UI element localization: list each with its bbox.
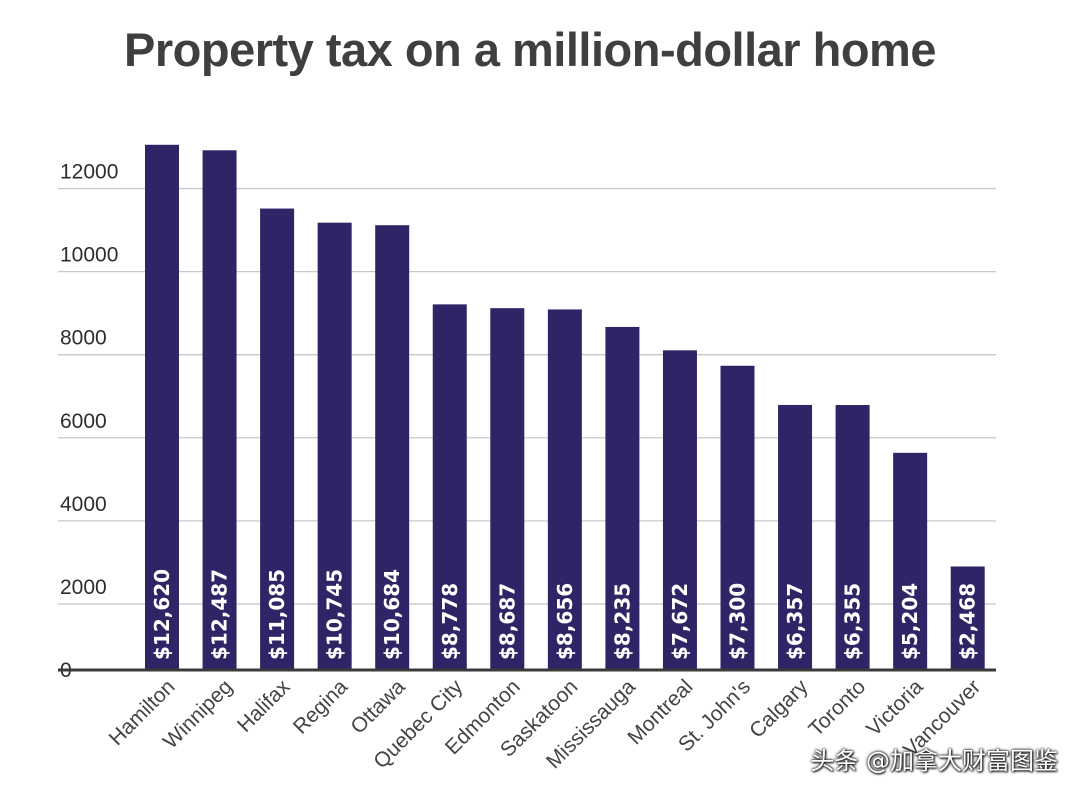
- data-label: $2,468: [956, 583, 980, 660]
- y-tick-label: 12000: [60, 161, 118, 184]
- y-tick-label: 8000: [60, 327, 107, 350]
- data-label: $6,355: [841, 583, 865, 660]
- y-tick-label: 4000: [60, 493, 107, 516]
- bar: [145, 144, 179, 670]
- x-tick-label: Calgary: [745, 675, 813, 743]
- data-label: $8,235: [610, 583, 634, 660]
- data-label: $8,687: [495, 583, 519, 660]
- x-tick-label: Halifax: [233, 675, 295, 737]
- bar: [202, 150, 237, 670]
- y-axis-ticks: 020004000600080001000012000: [60, 161, 118, 682]
- data-label: $11,085: [265, 569, 289, 660]
- data-label: $7,672: [668, 583, 692, 660]
- bar: [720, 365, 755, 669]
- y-tick-label: 2000: [60, 576, 107, 599]
- data-label: $10,684: [380, 569, 404, 660]
- data-label: $10,745: [323, 569, 347, 660]
- data-label: $8,778: [438, 583, 462, 660]
- bar: [605, 326, 640, 669]
- data-label: $12,487: [208, 569, 232, 660]
- data-label: $12,620: [150, 569, 174, 660]
- data-labels: $12,620 $12,487 $11,085 $10,745 $10,684 $8,77…: [150, 569, 980, 660]
- bar: [778, 404, 813, 669]
- x-tick-label: Regina: [289, 675, 353, 739]
- bar: [547, 309, 582, 669]
- data-label: $5,204: [898, 583, 922, 660]
- y-tick-label: 6000: [60, 410, 107, 433]
- data-label: $6,357: [783, 583, 807, 660]
- y-tick-label: 10000: [60, 244, 118, 267]
- bar: [662, 350, 697, 669]
- bar: [317, 222, 352, 669]
- bar: [490, 308, 525, 669]
- bar: [375, 225, 410, 670]
- x-tick-label: Toronto: [804, 675, 870, 741]
- watermark: 头条 @加拿大财富图鉴: [810, 747, 1058, 775]
- data-label: $8,656: [553, 583, 577, 660]
- bar: [950, 566, 985, 669]
- chart-title: Property tax on a million-dollar home: [124, 23, 936, 76]
- data-label: $7,300: [726, 583, 750, 660]
- bar: [260, 208, 295, 670]
- bar: [835, 405, 870, 669]
- bar: [432, 304, 467, 669]
- bar: [893, 452, 928, 669]
- bars: [145, 144, 985, 670]
